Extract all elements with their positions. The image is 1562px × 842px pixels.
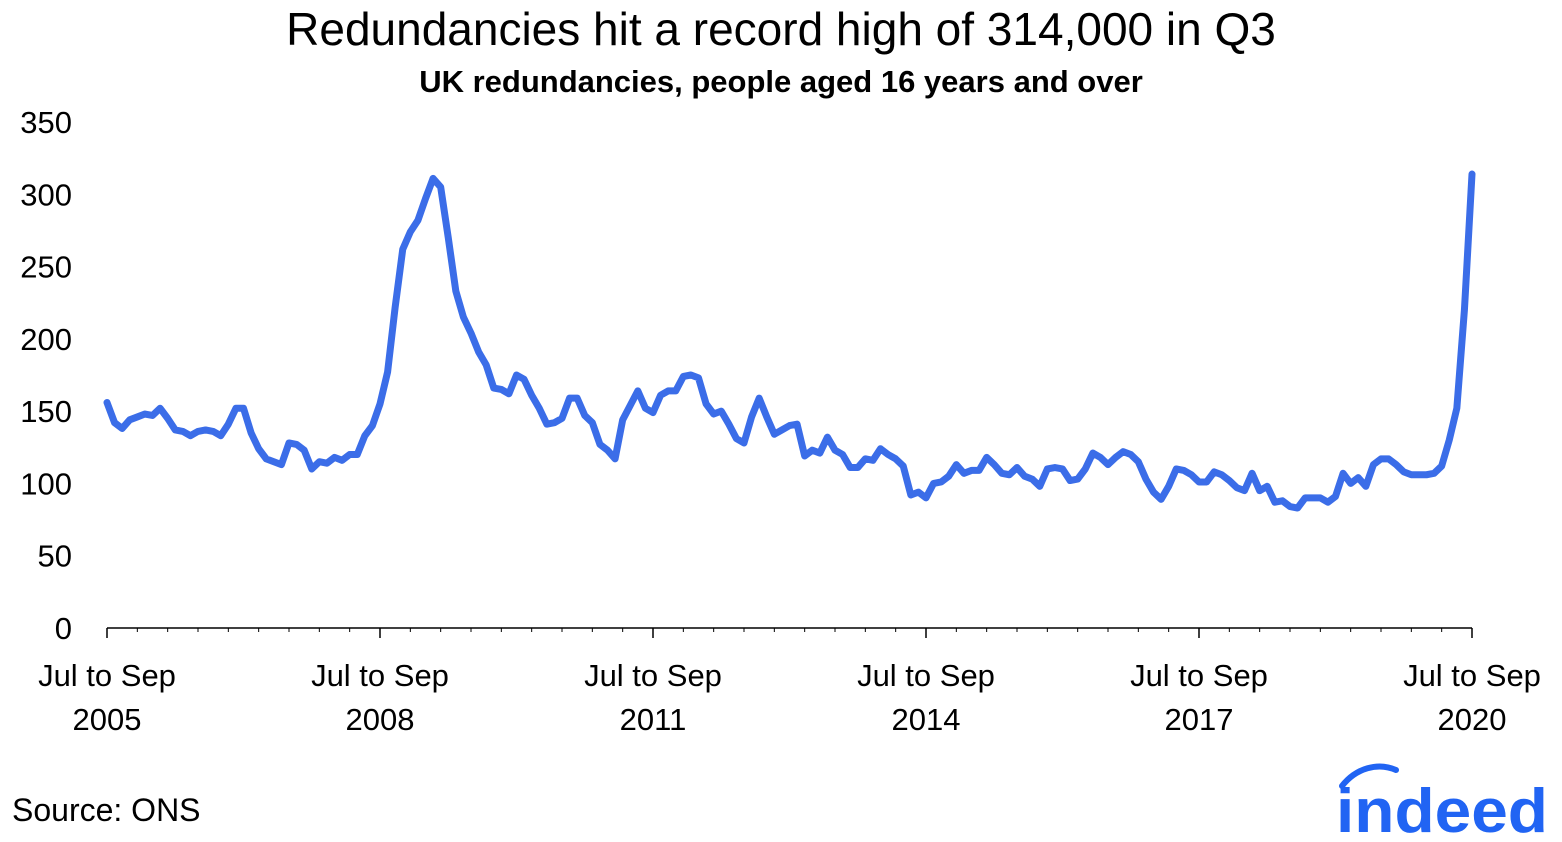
y-tick-label: 50: [38, 539, 72, 574]
x-tick-label-year: 2017: [1165, 702, 1234, 737]
x-tick-label-period: Jul to Sep: [1130, 658, 1268, 693]
logo-swoosh: [1339, 763, 1399, 789]
x-tick-label-period: Jul to Sep: [311, 658, 449, 693]
y-tick-label: 100: [20, 466, 72, 501]
y-tick-label: 250: [20, 250, 72, 285]
series-group: [103, 170, 1476, 512]
y-tick-label: 150: [20, 394, 72, 429]
y-tick-label: 0: [55, 611, 72, 646]
x-tick-label-period: Jul to Sep: [1403, 658, 1541, 693]
y-axis: 0 50 100 150 200 250 300 350: [20, 105, 72, 646]
x-tick-label-year: 2008: [346, 702, 415, 737]
x-tick-label-year: 2011: [620, 702, 687, 737]
logo-wordmark: indeed: [1336, 777, 1548, 840]
x-tick-label-period: Jul to Sep: [584, 658, 722, 693]
x-tick-label-year: 2005: [73, 702, 142, 737]
y-tick-label: 350: [20, 105, 72, 140]
y-tick-label: 300: [20, 177, 72, 212]
series-line-redundancies: [103, 170, 1476, 512]
chart-title: Redundancies hit a record high of 314,00…: [286, 3, 1276, 55]
x-tick-label-year: 2020: [1438, 702, 1507, 737]
x-tick-label-period: Jul to Sep: [857, 658, 995, 693]
y-tick-label: 200: [20, 322, 72, 357]
indeed-logo: indeed: [1336, 763, 1548, 840]
x-axis: Jul to Sep 2005 Jul to Sep 2008 Jul to Sep 20…: [38, 627, 1541, 737]
x-tick-label-year: 2014: [892, 702, 961, 737]
x-tick-label-period: Jul to Sep: [38, 658, 176, 693]
source-note: Source: ONS: [12, 792, 201, 828]
chart-subtitle: UK redundancies, people aged 16 years an…: [419, 64, 1143, 99]
